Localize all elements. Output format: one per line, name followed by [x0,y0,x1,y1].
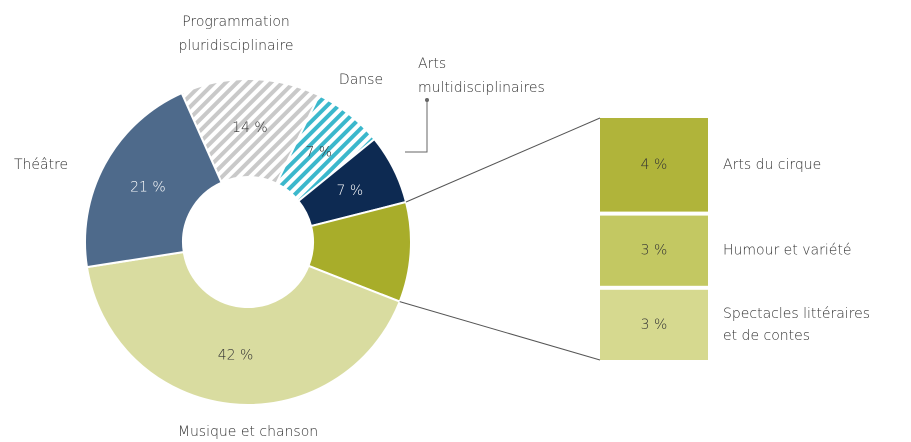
donut-slice [85,250,402,406]
category-label: pluridisciplinaire [178,38,293,54]
value-label: 7 % [305,145,332,161]
value-label: 7 % [337,183,364,199]
breakdown-label: Spectacles littéraires [723,306,870,322]
breakdown-label: et de contes [723,328,810,344]
connector-line [405,117,601,203]
value-label: 3 % [641,243,668,259]
category-label: Programmation [182,14,290,30]
value-label: 21 % [130,179,166,195]
donut-slice [180,78,321,185]
leader-line [405,100,428,153]
category-label: Théâtre [14,157,68,173]
leader-dot [425,98,429,102]
donut-slice [84,91,223,269]
category-label: Arts [418,56,446,72]
value-label: 4 % [641,157,668,173]
breakdown-box [600,118,708,212]
connector-line [399,301,601,361]
breakdown-label: Humour et variété [723,243,851,259]
value-label: 42 % [218,347,254,363]
value-label: 14 % [232,120,268,136]
category-label: Danse [339,72,383,88]
category-label: multidisciplinaires [418,80,545,96]
breakdown-box [600,289,708,360]
breakdown-label: Arts du cirque [723,157,821,173]
breakdown-box [600,215,708,286]
value-label: 3 % [641,317,668,333]
category-label: Musique et chanson [178,424,318,440]
